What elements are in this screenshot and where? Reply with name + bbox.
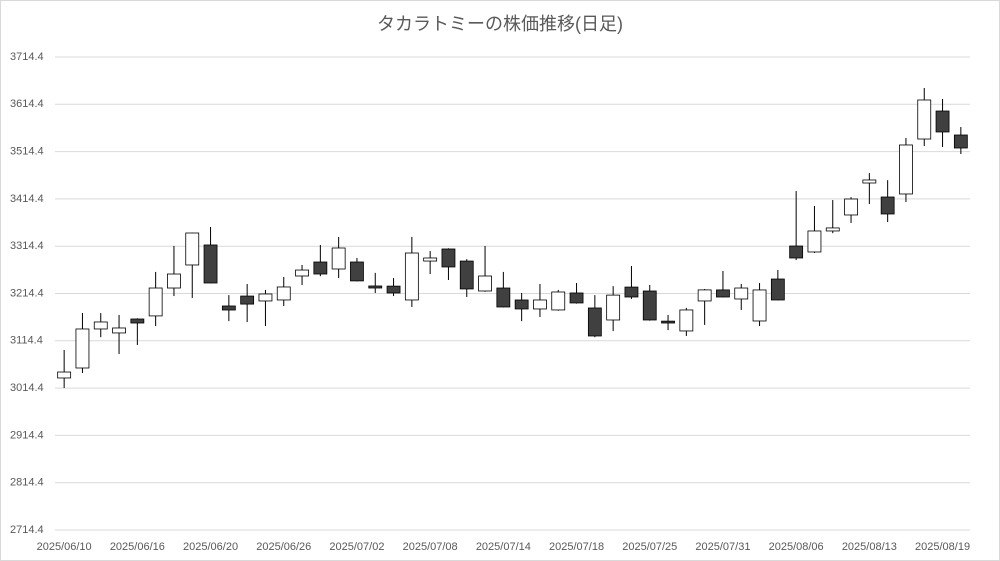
candle-body	[185, 232, 200, 266]
candle-body	[587, 307, 602, 337]
y-tick-label: 3614.4	[10, 98, 44, 110]
x-tick-label: 2025/08/13	[842, 541, 897, 553]
candle-body	[441, 248, 456, 268]
candle-body	[716, 289, 730, 298]
candle-body	[130, 318, 145, 324]
candle-body	[240, 295, 255, 305]
candle-body	[313, 261, 328, 275]
candle-body	[825, 227, 840, 232]
x-tick-label: 2025/06/10	[37, 541, 92, 553]
candle-body	[203, 244, 218, 284]
x-tick-label: 2025/07/31	[695, 541, 750, 553]
y-tick-label: 3514.4	[10, 146, 44, 158]
candle-body	[789, 245, 804, 259]
candle-body	[276, 286, 291, 301]
candle-body	[917, 99, 932, 140]
x-tick-label: 2025/07/18	[549, 541, 604, 553]
y-tick-label: 3114.4	[10, 335, 43, 347]
candle-body	[295, 269, 309, 277]
candle-body	[148, 287, 163, 317]
x-tick-label: 2025/06/20	[183, 541, 238, 553]
candle-body	[533, 299, 547, 310]
x-tick-label: 2025/07/14	[476, 541, 531, 553]
candle-body	[404, 252, 419, 301]
candle-body	[93, 321, 108, 330]
candle-body	[734, 287, 749, 300]
x-tick-label: 2025/07/02	[329, 541, 384, 553]
x-tick-label: 2025/07/08	[403, 541, 458, 553]
candle-body	[75, 328, 90, 369]
candle-body	[459, 260, 474, 290]
candle-body	[642, 290, 657, 321]
y-tick-label: 3314.4	[10, 240, 44, 252]
candle-body	[807, 230, 822, 253]
candle-body	[880, 196, 895, 215]
candle-body	[844, 198, 858, 216]
candle-body	[514, 299, 529, 310]
candle-body	[478, 275, 492, 292]
chart-title: タカラトミーの株価推移(日足)	[377, 14, 623, 34]
x-tick-label: 2025/06/26	[256, 541, 311, 553]
y-tick-label: 3214.4	[10, 287, 44, 299]
candle-body	[953, 134, 968, 149]
candle-body	[752, 289, 767, 322]
candle-body	[862, 179, 877, 184]
candle-body	[258, 293, 273, 302]
y-tick-label: 3014.4	[10, 382, 44, 394]
candle-body	[569, 292, 584, 304]
candle-body	[624, 286, 639, 298]
candle-body	[331, 247, 346, 270]
candle-body	[221, 305, 236, 311]
y-tick-label: 2814.4	[10, 477, 44, 489]
candle-body	[386, 285, 401, 294]
y-tick-label: 2914.4	[10, 429, 44, 441]
candle-body	[551, 291, 566, 311]
candle-body	[661, 320, 675, 324]
y-tick-label: 2714.4	[10, 524, 44, 536]
candle-body	[423, 257, 438, 262]
candle-body	[57, 371, 72, 379]
candle-body	[899, 144, 913, 195]
candle-body	[697, 289, 712, 302]
candle-body	[167, 273, 181, 289]
y-tick-label: 3714.4	[10, 51, 44, 63]
candle-body	[368, 285, 383, 289]
candle-body	[606, 294, 621, 321]
x-tick-label: 2025/07/25	[622, 541, 677, 553]
x-tick-label: 2025/06/16	[110, 541, 165, 553]
candle-body	[350, 261, 364, 282]
candle-body	[679, 309, 694, 332]
candle-body	[112, 327, 126, 334]
candle-body	[770, 278, 785, 301]
x-tick-label: 2025/08/19	[915, 541, 970, 553]
y-tick-label: 3414.4	[10, 193, 44, 205]
candle-body	[935, 110, 950, 133]
x-tick-label: 2025/08/06	[769, 541, 824, 553]
candle-body	[496, 287, 511, 308]
